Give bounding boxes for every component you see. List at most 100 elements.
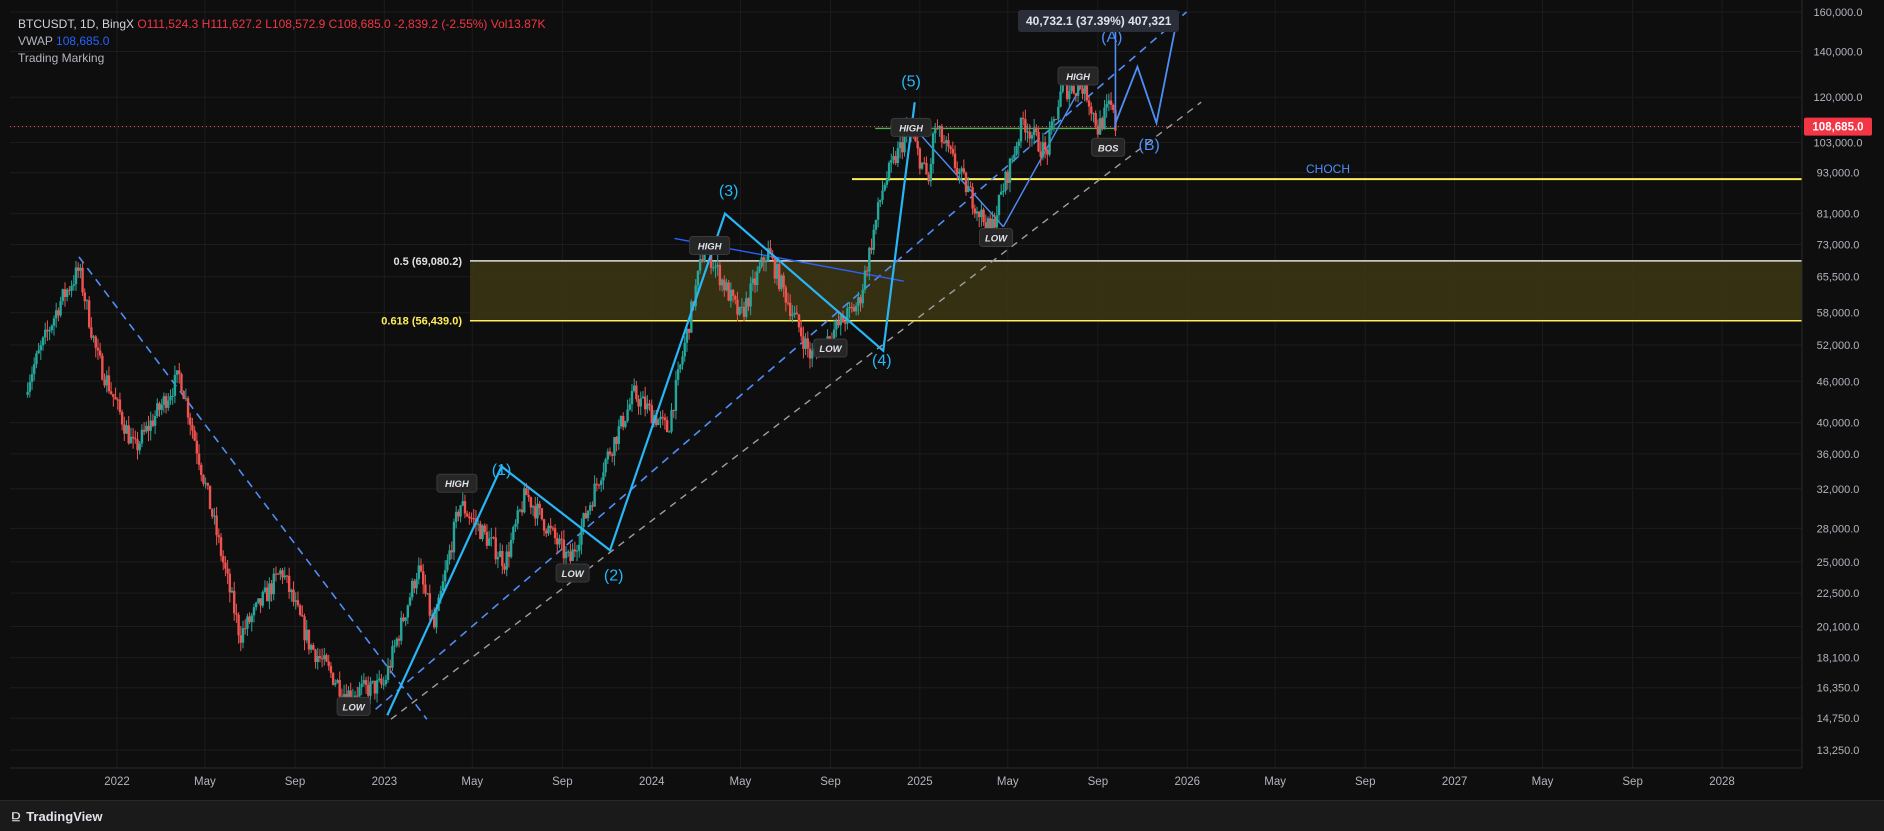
candle-body (349, 690, 352, 700)
downtrend-dashed-line (78, 256, 428, 720)
candle-body (553, 528, 557, 539)
candle-body (914, 136, 917, 142)
fib-level-0.5-label: 0.5 (69,080.2) (394, 256, 463, 268)
candle-body (180, 374, 183, 392)
candle-body (1087, 100, 1091, 107)
candle-body (802, 336, 805, 349)
candle-body (738, 307, 741, 315)
candle-body (274, 573, 278, 575)
candle-body (65, 289, 69, 298)
candle-body (775, 264, 779, 279)
candle-body (657, 419, 660, 425)
candle-body (760, 257, 763, 267)
candle-body (872, 229, 875, 250)
candle-body (978, 211, 981, 218)
candle-body (320, 658, 324, 660)
candle-body (1061, 83, 1064, 92)
candle-body (993, 218, 996, 228)
candle-body (127, 425, 130, 444)
marker-high: HIGH (445, 479, 470, 490)
candle-body (105, 375, 108, 386)
candle-body (863, 270, 867, 290)
candle-body (694, 285, 697, 307)
candle-body (1030, 135, 1034, 139)
candle-body (454, 511, 458, 522)
candle-body (83, 292, 86, 302)
candle-body (797, 314, 801, 328)
marker-low: LOW (819, 344, 842, 355)
marker-low-box (555, 563, 590, 583)
candle-body (967, 186, 970, 193)
candle-body (956, 168, 959, 175)
candle-body (980, 209, 983, 218)
candle-body (852, 307, 856, 312)
chart-gridlines (10, 0, 1802, 768)
candle-body (595, 483, 599, 485)
candle-body (54, 310, 58, 319)
candle-body (698, 259, 702, 271)
candle-body (386, 665, 390, 680)
candle-body (1046, 150, 1049, 155)
candle-body (661, 416, 664, 418)
symbol-label[interactable]: BTCUSDT, 1D, BingX (18, 17, 135, 31)
time-tick-label: 2026 (1174, 776, 1200, 788)
candle-body (848, 306, 851, 309)
candle-body (839, 315, 842, 326)
price-tick-label: 28,000.0 (1817, 523, 1860, 535)
candle-body (494, 537, 497, 560)
price-axis[interactable]: 160,000.0 140,000.0 120,000.0 108,685.0 103,… (1801, 0, 1884, 768)
candle-body (268, 583, 271, 602)
candle-body (931, 133, 935, 164)
candle-body (175, 370, 179, 375)
brand-label: TradingView (26, 809, 103, 824)
candle-body (129, 436, 133, 444)
time-tick-label: Sep (285, 776, 305, 788)
price-tick-label: 13,250.0 (1817, 745, 1860, 757)
candle-body (740, 306, 744, 308)
ohlc-values: O111,524.3 H111,627.2 L108,572.9 C108,68… (137, 17, 546, 31)
candle-body (239, 635, 242, 643)
candle-body (988, 218, 992, 231)
candle-body (61, 289, 64, 302)
time-axis[interactable]: 2022 May Sep 2023 May Sep 2024 May Sep 2025 May Sep… (10, 767, 1802, 788)
candle-body (703, 248, 706, 262)
candle-body (556, 538, 559, 545)
vwap-label[interactable]: VWAP (18, 34, 53, 48)
candle-body (731, 289, 735, 296)
candle-body (336, 680, 339, 683)
candle-body (367, 684, 370, 696)
candle-body (571, 549, 574, 562)
choch-label: CHOCH (1306, 162, 1350, 176)
candle-body (876, 202, 880, 220)
candle-body (356, 695, 359, 697)
candle-body (81, 267, 84, 293)
candle-body (654, 415, 658, 425)
candle-body (118, 399, 122, 412)
time-tick-label: May (730, 776, 752, 788)
candle-body (200, 464, 203, 476)
candle-body (940, 126, 944, 143)
candle-body (413, 580, 416, 589)
candle-body (973, 208, 977, 214)
candle-body (712, 267, 715, 269)
brand[interactable]: ⫒ TradingView (12, 808, 103, 825)
candle-body (109, 391, 113, 394)
time-tick-label: May (1264, 776, 1286, 788)
candle-body (70, 285, 73, 291)
candle-body (540, 508, 544, 520)
candle-body (219, 537, 223, 557)
candle-body (145, 425, 148, 432)
tradingview-logo-icon: ⫒ (12, 808, 21, 824)
time-tick-label: 2027 (1442, 776, 1468, 788)
candle-body (173, 374, 177, 396)
candle-body (518, 509, 522, 511)
candle-body (635, 385, 638, 400)
marker-high-box (1057, 66, 1099, 86)
candle-body (560, 538, 563, 540)
candle-body (742, 306, 746, 317)
indicator-label[interactable]: Trading Marking (18, 51, 105, 65)
candle-body (224, 562, 227, 569)
candle-body (850, 306, 853, 308)
candle-body (920, 162, 924, 169)
